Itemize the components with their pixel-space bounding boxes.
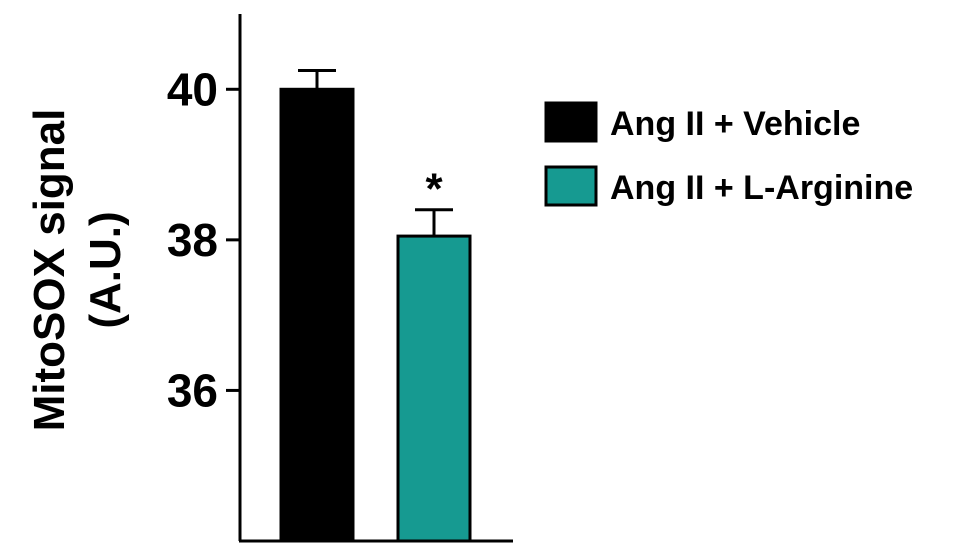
y-axis-label-line1: MitoSOX signal [25,109,74,432]
legend-label-1: Ang II + Vehicle [610,105,860,143]
legend-swatch-2 [544,165,598,207]
bar-1 [279,87,355,543]
bar-2 [396,234,472,543]
y-tick-label: 38 [167,214,218,266]
y-tick-label: 40 [167,63,218,115]
significance-marker: * [425,165,443,214]
legend-label-2: Ang II + L-Arginine [610,169,913,207]
y-tick-label: 36 [167,364,218,416]
legend-swatch-1 [544,101,598,143]
y-axis-label-line2: (A.U.) [81,211,130,328]
